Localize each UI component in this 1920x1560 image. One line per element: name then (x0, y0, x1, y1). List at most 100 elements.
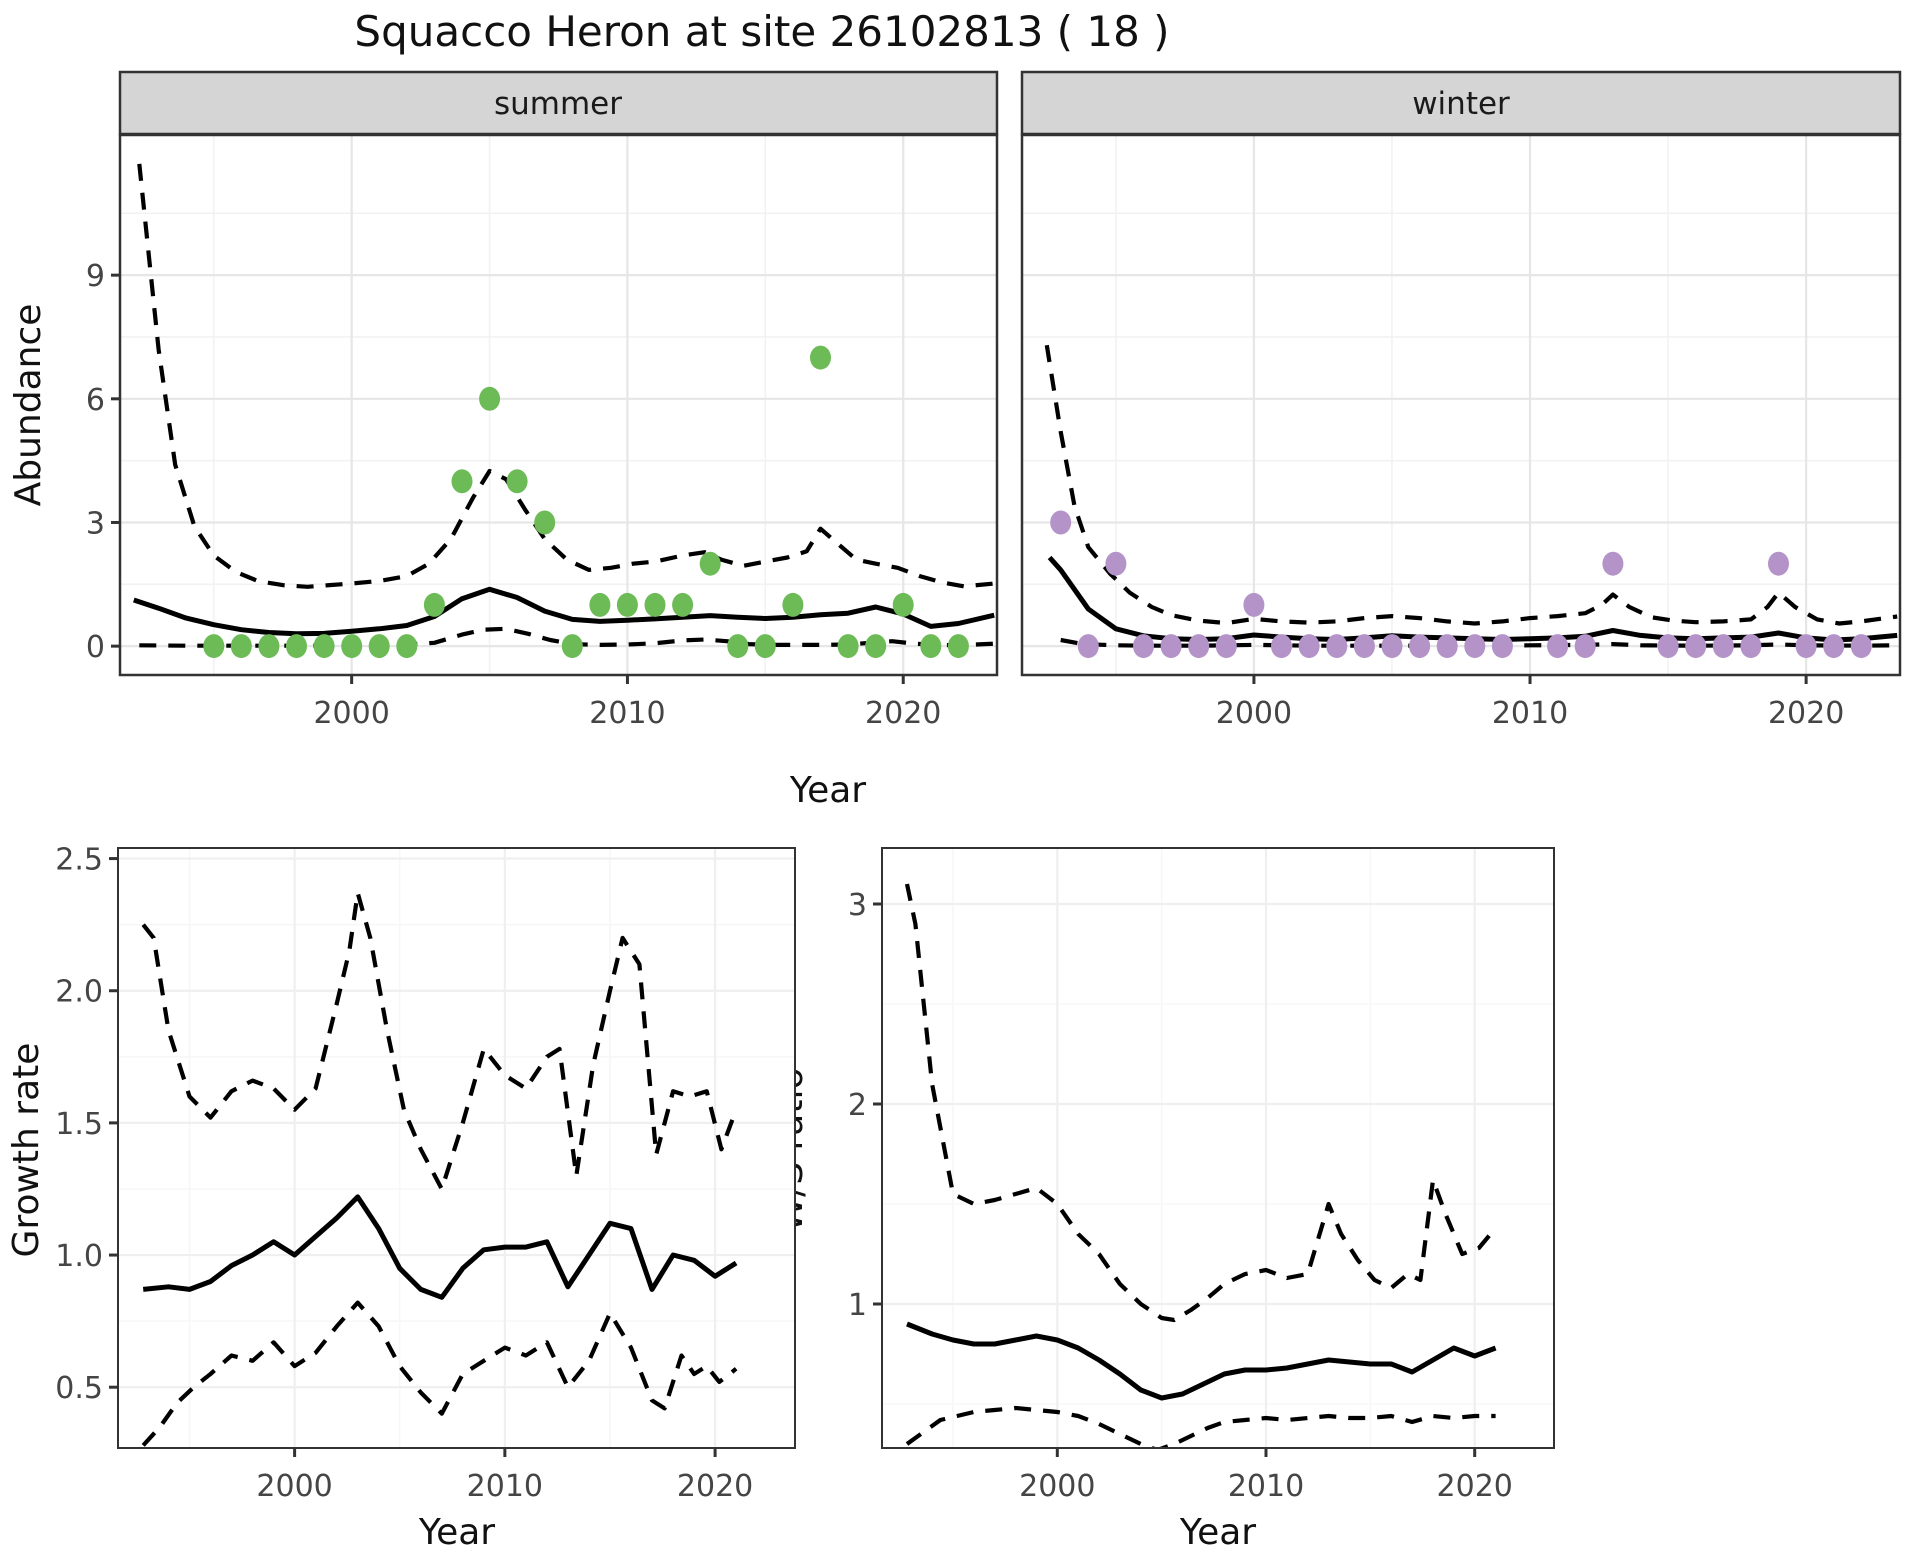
y-tick-label: 9 (86, 259, 105, 294)
data-point (1133, 634, 1154, 659)
x-tick-label: 2010 (1228, 1469, 1304, 1504)
figure-title: Squacco Heron at site 26102813 ( 18 ) (354, 7, 1169, 56)
data-point (1105, 551, 1127, 576)
data-point (1243, 592, 1265, 617)
data-point (1547, 634, 1569, 659)
y-tick-label: 0 (86, 630, 105, 665)
facet-strip-winter (1020, 70, 1902, 136)
x-tick-label: 2010 (1492, 696, 1568, 731)
data-point (1464, 634, 1486, 659)
y-tick-label: 2.0 (55, 975, 103, 1010)
x-tick-label: 2020 (865, 696, 941, 731)
abundance_summer-panel: 2000 2010 2020 0 3 6 9 (86, 133, 999, 731)
x-tick-label: 2000 (313, 696, 389, 731)
x-tick-label: 2010 (467, 1469, 543, 1504)
data-point (589, 592, 611, 617)
data-point (1271, 634, 1292, 659)
panels-layer: 2000 2010 2020 0 3 6 9 2000 2010 2020 2000 2010 2020… (55, 133, 1902, 1504)
x-tick-label: 2010 (589, 696, 665, 731)
data-point (1712, 634, 1734, 659)
facet-label-summer: summer (494, 86, 622, 122)
data-point (644, 592, 666, 617)
data-point (1298, 634, 1320, 659)
top-year-axis-title: Year (789, 770, 866, 811)
y-tick-label: 1 (848, 1288, 867, 1323)
ws_ratio-series (904, 883, 1498, 1448)
data-point (1850, 634, 1872, 659)
data-point (368, 634, 390, 659)
data-point (423, 592, 445, 617)
ws_ratio-panel: 2000 2010 2020 1 2 3 (848, 847, 1555, 1504)
data-point (451, 469, 473, 494)
data-point (396, 634, 418, 659)
growth_rate-upper_ci-line (141, 890, 739, 1192)
data-point (1795, 634, 1817, 659)
data-point (727, 634, 749, 659)
data-point (479, 386, 501, 411)
data-point (892, 592, 914, 617)
data-point (286, 634, 307, 659)
abundance_summer-mean-line (133, 586, 995, 637)
data-point (1657, 634, 1679, 659)
ws_ratio-upper_ci-line (904, 883, 1498, 1323)
data-point (1188, 634, 1210, 659)
data-point (699, 551, 721, 576)
data-point (1602, 551, 1624, 576)
data-point (616, 592, 638, 617)
x-tick-label: 2020 (1768, 696, 1844, 731)
data-point (1160, 634, 1182, 659)
ws-year-axis-title: Year (1179, 1512, 1256, 1553)
data-point (810, 345, 831, 370)
data-point (1685, 634, 1707, 659)
data-point (506, 469, 528, 494)
growth_rate-mean-line (142, 1194, 738, 1300)
x-tick-label: 2000 (1216, 696, 1292, 731)
data-point (672, 592, 694, 617)
data-point (1823, 634, 1845, 659)
facet-label-winter: winter (1412, 86, 1510, 122)
data-point (258, 634, 280, 659)
growth-rate-axis-title: Growth rate (6, 1043, 47, 1258)
x-tick-label: 2000 (1019, 1469, 1095, 1504)
data-point (754, 634, 776, 659)
abundance_winter-upper_ci-line (1044, 344, 1898, 626)
y-tick-label: 3 (86, 506, 105, 541)
y-tick-label: 0.5 (55, 1371, 103, 1406)
ws_ratio-lower_ci-line (905, 1405, 1496, 1448)
abundance_summer-upper_ci-line (137, 163, 995, 589)
data-point (203, 634, 225, 659)
x-tick-label: 2020 (1437, 1469, 1513, 1504)
data-point (561, 634, 583, 659)
y-tick-label: 2.5 (55, 843, 103, 878)
growth_rate-panel: 2000 2010 2020 0.5 1.0 1.5 2.0 2.5 (55, 843, 796, 1504)
x-tick-label: 2020 (677, 1469, 753, 1504)
data-point (1077, 634, 1099, 659)
abundance-axis-title: Abundance (8, 304, 49, 507)
data-point (1215, 634, 1237, 659)
data-point (230, 634, 252, 659)
data-point (341, 634, 363, 659)
y-tick-label: 1.5 (55, 1107, 103, 1142)
y-tick-label: 3 (848, 888, 867, 923)
facet-strip-summer (118, 70, 999, 136)
growth_rate-series (141, 890, 739, 1447)
data-point (947, 634, 969, 659)
y-tick-label: 1.0 (55, 1239, 103, 1274)
data-point (1409, 634, 1431, 659)
data-point (1436, 634, 1458, 659)
data-point (1381, 634, 1403, 659)
data-point (1768, 551, 1789, 576)
data-point (534, 510, 556, 535)
data-point (865, 634, 887, 659)
x-tick-label: 2000 (256, 1469, 332, 1504)
data-point (313, 634, 335, 659)
data-point (1491, 634, 1513, 659)
y-tick-label: 2 (848, 1088, 867, 1123)
data-point (1574, 634, 1596, 659)
data-point (920, 634, 942, 659)
data-point (1050, 510, 1072, 535)
data-point (837, 634, 859, 659)
ws_ratio-mean-line (906, 1321, 1497, 1401)
